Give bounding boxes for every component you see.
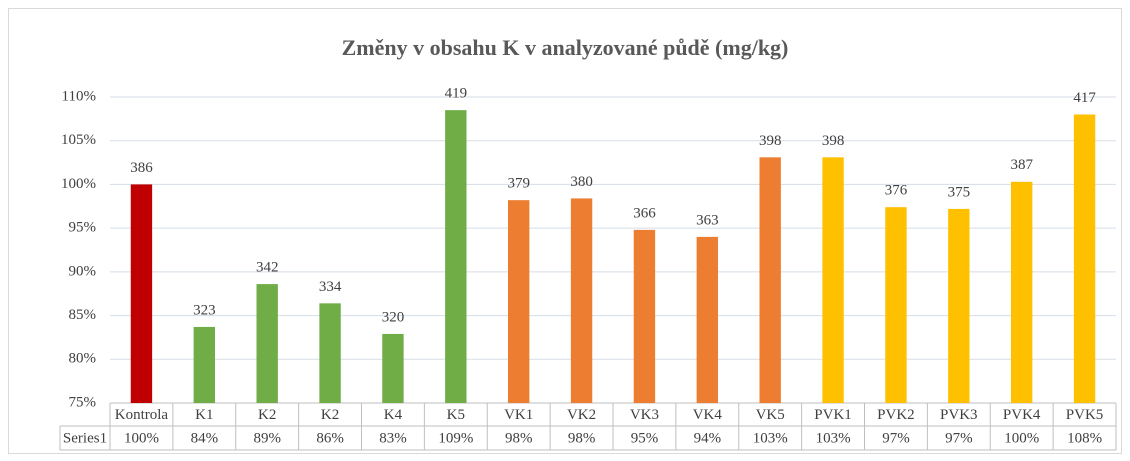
y-tick-label: 80% [69,351,97,367]
table-value: 100% [124,430,159,446]
x-tick-label: PVK1 [814,407,852,423]
x-tick-label: VK3 [630,407,659,423]
data-label: 387 [1010,157,1033,173]
x-tick-label: K4 [384,407,403,423]
data-label: 323 [193,302,216,318]
table-value: 97% [882,430,910,446]
table-value: 89% [253,430,281,446]
data-label: 380 [570,174,593,190]
x-tick-label: VK2 [567,407,596,423]
x-tick-label: PVK3 [940,407,978,423]
data-label: 398 [759,133,782,149]
x-tick-label: K5 [447,407,465,423]
y-tick-label: 100% [61,176,96,192]
bar [193,326,216,403]
table-value: 103% [816,430,851,446]
table-value: 103% [753,430,788,446]
x-tick-label: PVK4 [1003,407,1041,423]
table-value: 100% [1004,430,1039,446]
table-value: 98% [568,430,596,446]
data-label: 376 [885,183,908,199]
bar [319,303,341,403]
y-tick-label: 95% [69,220,97,236]
bar [822,157,844,403]
bar [256,284,278,403]
table-value: 94% [694,430,722,446]
bar [1073,114,1096,403]
x-tick-label: K1 [195,407,213,423]
table-value: 97% [945,430,973,446]
table-value: 108% [1067,430,1102,446]
data-label: 363 [696,212,719,228]
bar [633,229,656,403]
table-value: 95% [631,430,659,446]
y-tick-label: 85% [69,307,97,323]
data-label: 334 [319,279,342,295]
data-label: 342 [256,260,279,276]
table-value: 84% [191,430,219,446]
data-label: 379 [507,176,530,192]
table-value: 86% [316,430,344,446]
data-label: 375 [948,184,971,200]
bar [948,208,970,403]
bar [885,207,907,403]
table-value: 83% [379,430,407,446]
y-tick-label: 75% [69,394,97,410]
bar [1010,181,1033,403]
bar [696,236,719,403]
x-tick-label: K2 [258,407,276,423]
y-tick-label: 110% [62,88,96,104]
x-tick-label: K2 [321,407,339,423]
chart-title: Změny v obsahu K v analyzované půdě (mg/… [342,35,789,60]
x-tick-label: VK5 [756,407,785,423]
bar [445,110,467,403]
table-value: 98% [505,430,533,446]
bar [382,333,404,403]
legend-label: Series1 [63,430,107,446]
data-label: 419 [445,86,468,102]
data-label: 386 [130,160,153,176]
x-tick-label: PVK2 [877,407,915,423]
x-tick-label: VK4 [693,407,723,423]
x-tick-label: PVK5 [1066,407,1104,423]
bar [759,157,781,403]
bar [130,184,153,403]
data-label: 320 [382,309,405,325]
bar [507,200,530,403]
table-value: 109% [438,430,473,446]
x-tick-label: Kontrola [115,407,169,423]
bar [570,198,593,403]
data-label: 398 [822,133,845,149]
data-label: 417 [1073,90,1096,106]
x-tick-label: VK1 [504,407,533,423]
y-tick-label: 105% [61,132,96,148]
y-tick-label: 90% [69,263,97,279]
data-label: 366 [633,205,656,221]
